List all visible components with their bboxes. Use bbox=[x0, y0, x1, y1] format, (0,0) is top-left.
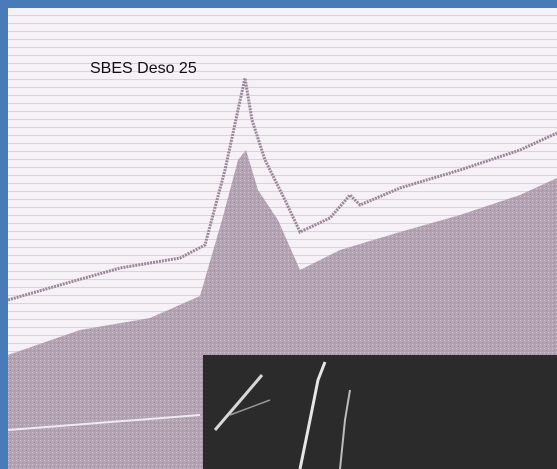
slide: SBES Deso 25 bbox=[0, 0, 557, 469]
sonar-inset bbox=[203, 355, 557, 469]
caption: SBES Deso 25 bbox=[90, 60, 197, 77]
inset-background bbox=[203, 355, 557, 469]
